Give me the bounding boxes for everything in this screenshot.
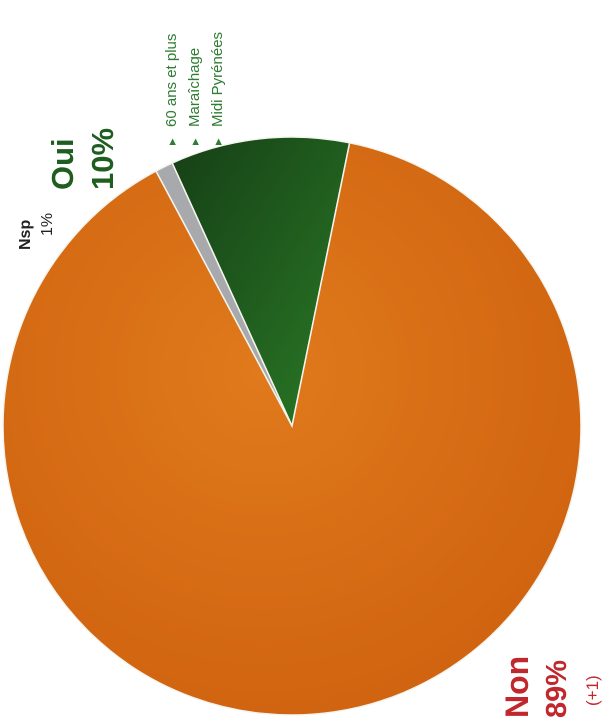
slice-value-nsp: 1% (39, 213, 56, 236)
slice-label-nsp: Nsp (17, 220, 34, 250)
slice-change-non: (+1) (583, 675, 602, 706)
slice-value-non: 89% (541, 660, 573, 718)
pie-slice-non (2, 141, 582, 716)
bullet-icon: ▸ (164, 138, 179, 145)
slice-value-oui: 10% (85, 128, 120, 190)
slice-label-non: Non (499, 656, 535, 718)
bullet-icon: ▸ (210, 138, 225, 145)
annotation-item: 60 ans et plus (163, 34, 180, 127)
slice-label-oui: Oui (45, 138, 80, 190)
annotation-item: Maraîchage (186, 48, 203, 127)
bullet-icon: ▸ (187, 138, 202, 145)
pie-slices (2, 136, 582, 716)
pie-slice-oui (171, 136, 351, 429)
oui-annotation-list: ▸ 60 ans et plus ▸ Maraîchage ▸ Midi Pyr… (163, 32, 226, 145)
annotation-item: Midi Pyrénées (209, 32, 226, 127)
